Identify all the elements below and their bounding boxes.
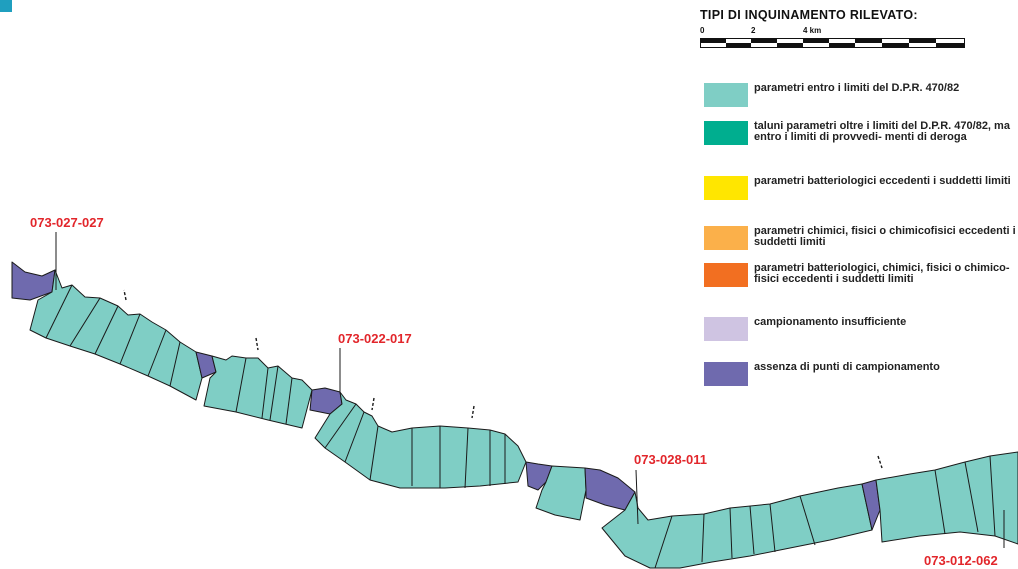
legend-item-label: parametri batteriologici eccedenti i sud… (754, 175, 1011, 187)
legend-item-label: assenza di punti di campionamento (754, 361, 940, 373)
legend-item-label: campionamento insufficiente (754, 316, 907, 328)
legend-item: parametri entro i limiti del D.P.R. 470/… (704, 83, 1018, 107)
legend-item-label: parametri chimici, fisici o chimicofisic… (754, 225, 1016, 248)
coast-segment-green (203, 355, 313, 429)
legend-item: parametri batteriologici eccedenti i sud… (704, 176, 1018, 200)
scale-tick-label: 0 (700, 26, 705, 35)
coast-segment-green (875, 451, 1018, 545)
corner-marker (0, 0, 12, 12)
coast-segment-purple (584, 467, 636, 511)
code-label: 073-027-027 (30, 215, 104, 230)
legend-item: taluni parametri oltre i limiti del D.P.… (704, 121, 1018, 145)
legend-item: assenza di punti di campionamento (704, 362, 1018, 386)
legend-swatch (704, 83, 748, 107)
scale-bar: 0 2 4 km (700, 26, 1018, 56)
code-label: 073-012-062 (924, 553, 998, 568)
map-legend: TIPI DI INQUINAMENTO RILEVATO: 0 2 4 km (700, 8, 1018, 56)
coast-segment-green (314, 391, 527, 489)
legend-title: TIPI DI INQUINAMENTO RILEVATO: (700, 8, 918, 22)
legend-swatch (704, 226, 748, 250)
legend-swatch (704, 176, 748, 200)
scale-bar-graphic (700, 38, 965, 48)
legend-item-label: taluni parametri oltre i limiti del D.P.… (754, 120, 1010, 143)
legend-swatch (704, 317, 748, 341)
legend-item: parametri chimici, fisici o chimicofisic… (704, 226, 1018, 250)
scale-tick-label: 4 km (803, 26, 822, 35)
code-label: 073-028-011 (634, 452, 708, 467)
code-label: 073-022-017 (338, 331, 412, 346)
legend-swatch (704, 121, 748, 145)
scale-tick-label: 2 (751, 26, 756, 35)
legend-swatch (704, 362, 748, 386)
legend-item: parametri batteriologici, chimici, fisic… (704, 263, 1018, 287)
legend-item-label: parametri entro i limiti del D.P.R. 470/… (754, 82, 960, 94)
legend-item-label: parametri batteriologici, chimici, fisic… (754, 262, 1010, 285)
legend-item: campionamento insufficiente (704, 317, 1018, 341)
legend-swatch (704, 263, 748, 287)
coast-segment-green (601, 483, 873, 569)
coast-segment-green (29, 269, 203, 401)
